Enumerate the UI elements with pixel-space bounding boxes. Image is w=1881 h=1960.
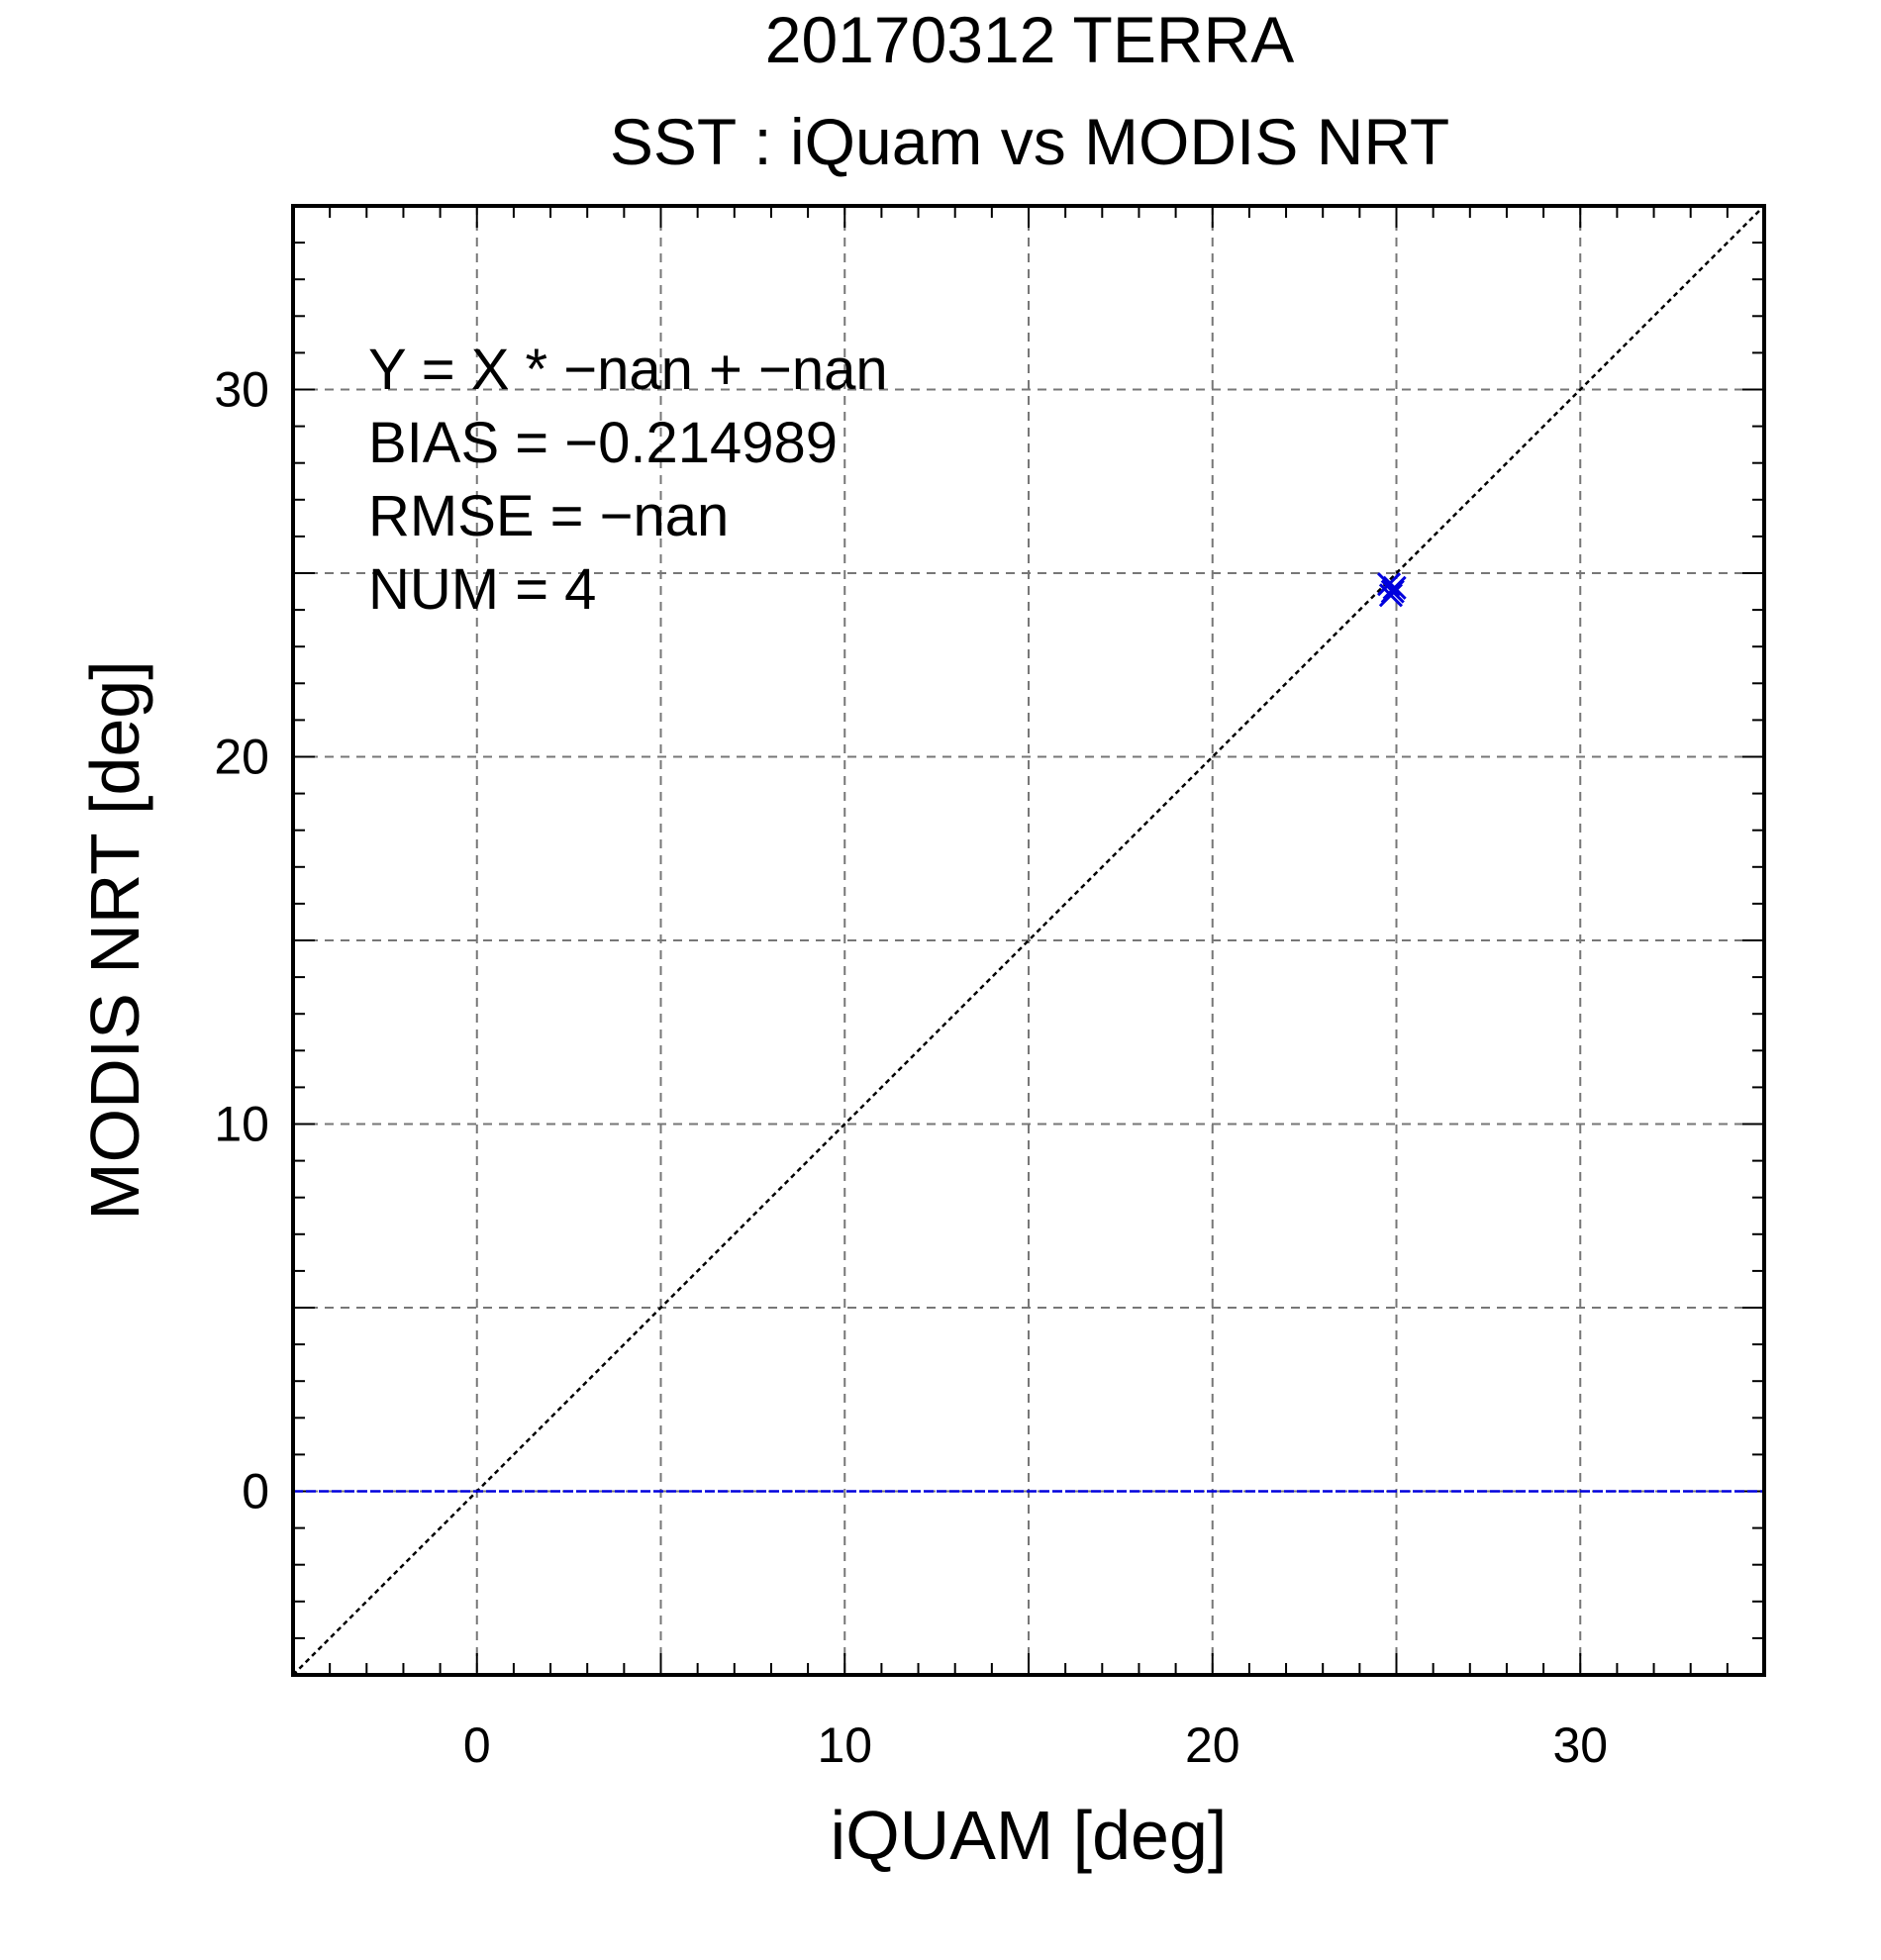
x-axis-label: iQUAM [deg] xyxy=(831,1797,1228,1874)
rmse-text: RMSE = −nan xyxy=(368,484,729,548)
chart-title: 20170312 TERRA xyxy=(765,3,1294,76)
data-point xyxy=(1382,575,1407,600)
grid xyxy=(293,206,1764,1675)
y-tick-label: 0 xyxy=(242,1464,269,1519)
x-tick-label: 30 xyxy=(1552,1717,1608,1773)
identity-line xyxy=(292,205,1765,1676)
data-points xyxy=(1377,572,1407,608)
fit-equation-text: Y = X * −nan + −nan xyxy=(368,338,888,402)
x-tick-label: 10 xyxy=(817,1717,872,1773)
y-tick-label: 30 xyxy=(214,362,269,418)
num-text: NUM = 4 xyxy=(368,557,596,622)
x-tick-label: 20 xyxy=(1185,1717,1240,1773)
x-tick-label: 0 xyxy=(463,1717,491,1773)
y-tick-label: 10 xyxy=(214,1097,269,1152)
y-tick-label: 20 xyxy=(214,730,269,785)
reference-lines xyxy=(292,205,1765,1676)
bias-text: BIAS = −0.214989 xyxy=(368,411,838,475)
plot-frame xyxy=(291,204,1766,1677)
chart-subtitle: SST : iQuam vs MODIS NRT xyxy=(610,105,1449,178)
data-point xyxy=(1378,583,1403,608)
tick-labels: 0 10 20 30 0 10 20 30 xyxy=(214,362,1608,1774)
y-axis-label: MODIS NRT [deg] xyxy=(76,660,153,1220)
